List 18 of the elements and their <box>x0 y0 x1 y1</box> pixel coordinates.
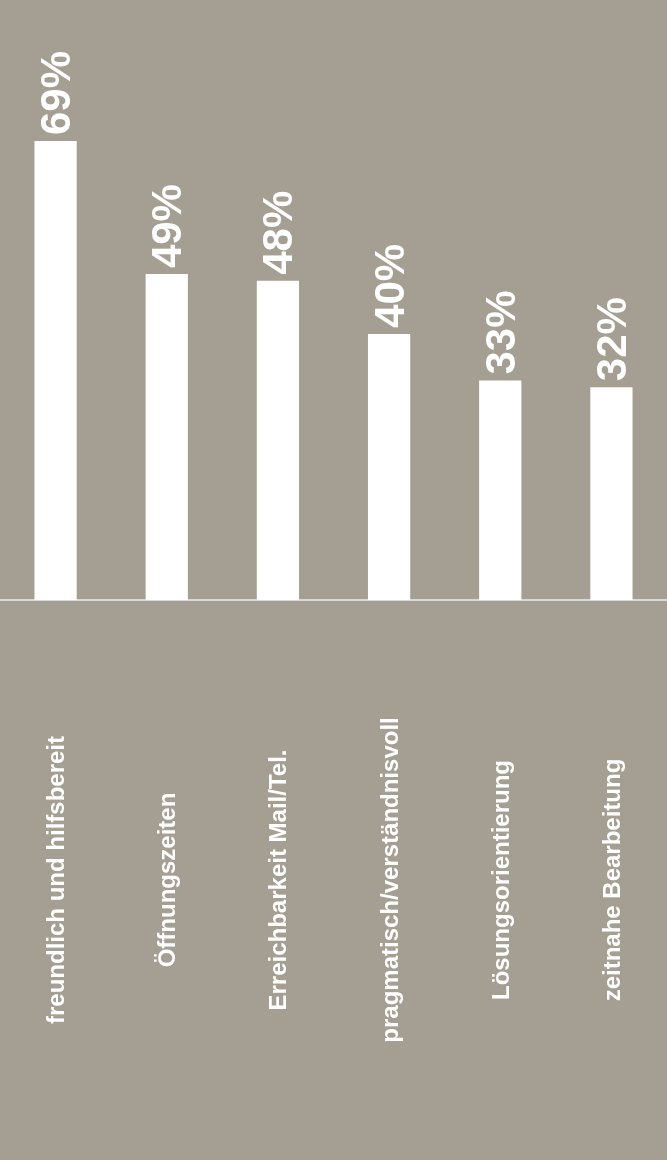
bar <box>256 280 300 600</box>
data-label: 32% <box>587 297 635 382</box>
bar <box>367 333 411 600</box>
bar <box>590 387 633 600</box>
x-tick-label: freundlich und hilfsbereit <box>42 735 70 1025</box>
data-label: 69% <box>32 51 80 136</box>
data-label: 49% <box>143 184 191 269</box>
bar <box>479 380 522 600</box>
x-tick-label: pragmatisch/verständnisvoll <box>375 717 403 1043</box>
data-label: 48% <box>254 190 302 275</box>
x-tick-label: Lösungsorientierung <box>486 760 514 1000</box>
bar <box>145 274 188 600</box>
x-tick-label: Erreichbarkeit Mail/Tel. <box>264 749 292 1011</box>
x-tick-label: zeitnahe Bearbeitung <box>597 758 625 1002</box>
bar <box>34 141 77 600</box>
data-label: 40% <box>365 243 413 328</box>
x-tick-label: Öffnungszeiten <box>153 792 181 968</box>
data-label: 33% <box>476 290 524 375</box>
